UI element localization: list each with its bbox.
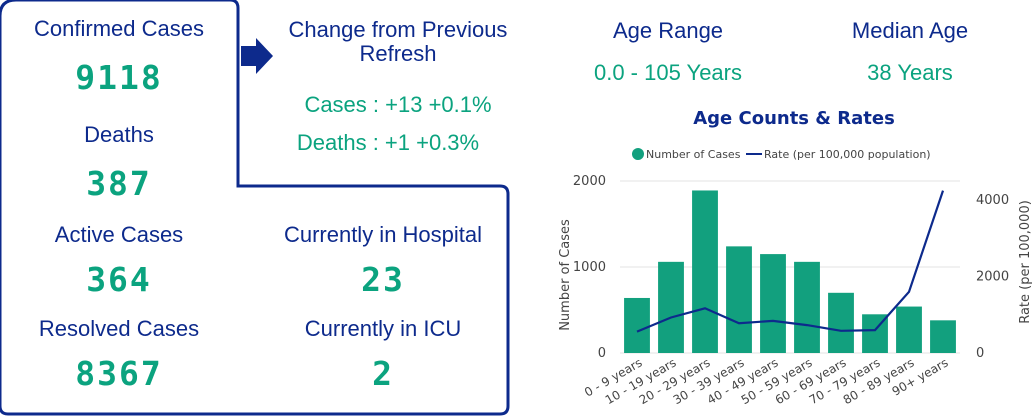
y-tick-label-left: 1000 xyxy=(573,260,606,275)
bar xyxy=(658,261,684,353)
legend-bar-marker xyxy=(632,148,644,160)
confirmed-cases-label: Confirmed Cases xyxy=(34,16,204,41)
bar xyxy=(794,261,820,353)
bar xyxy=(692,190,718,353)
active-cases-value: 364 xyxy=(86,260,152,299)
y-axis-label-right: Rate (per 100,000) xyxy=(1018,200,1033,324)
icu-label: Currently in ICU xyxy=(304,316,462,341)
bar xyxy=(930,320,956,353)
chart-title: Age Counts & Rates xyxy=(693,108,895,129)
hospital-label: Currently in Hospital xyxy=(283,222,483,247)
y-axis-label-left: Number of Cases xyxy=(558,219,573,331)
rate-series-line xyxy=(636,190,945,333)
legend-line-label: Rate (per 100,000 population) xyxy=(764,148,931,161)
bar xyxy=(828,292,854,353)
change-title-line1: Change from Previous xyxy=(288,17,508,42)
bar xyxy=(726,246,752,353)
chart-legend: Number of Cases Rate (per 100,000 popula… xyxy=(632,148,931,161)
arrow-right-icon xyxy=(241,38,273,74)
icu-value: 2 xyxy=(372,354,394,393)
change-title-line2: Refresh xyxy=(359,41,437,66)
active-cases-label: Active Cases xyxy=(54,222,184,247)
y-tick-label-right: 2000 xyxy=(976,270,1009,285)
bar xyxy=(624,297,650,353)
hospital-value: 23 xyxy=(361,260,405,299)
change-title: Change from Previous Refresh xyxy=(268,18,528,66)
change-deaths: Deaths : +1 +0.3% xyxy=(296,130,480,155)
resolved-cases-value: 8367 xyxy=(75,354,163,393)
legend-bar-label: Number of Cases xyxy=(646,148,741,161)
y-tick-label-right: 0 xyxy=(976,346,984,361)
y-tick-label-left: 2000 xyxy=(573,174,606,189)
bar xyxy=(896,306,922,353)
bar xyxy=(760,254,786,353)
y-tick-label-left: 0 xyxy=(598,346,606,361)
median-age-value: 38 Years xyxy=(867,60,953,85)
confirmed-cases-value: 9118 xyxy=(75,58,163,97)
age-range-label: Age Range xyxy=(612,18,724,43)
age-range-value: 0.0 - 105 Years xyxy=(593,60,742,85)
deaths-label: Deaths xyxy=(84,122,154,147)
resolved-cases-label: Resolved Cases xyxy=(38,316,200,341)
y-tick-label-right: 4000 xyxy=(976,193,1009,208)
deaths-value: 387 xyxy=(86,164,152,203)
median-age-label: Median Age xyxy=(851,18,969,43)
change-cases: Cases : +13 +0.1% xyxy=(304,92,492,117)
